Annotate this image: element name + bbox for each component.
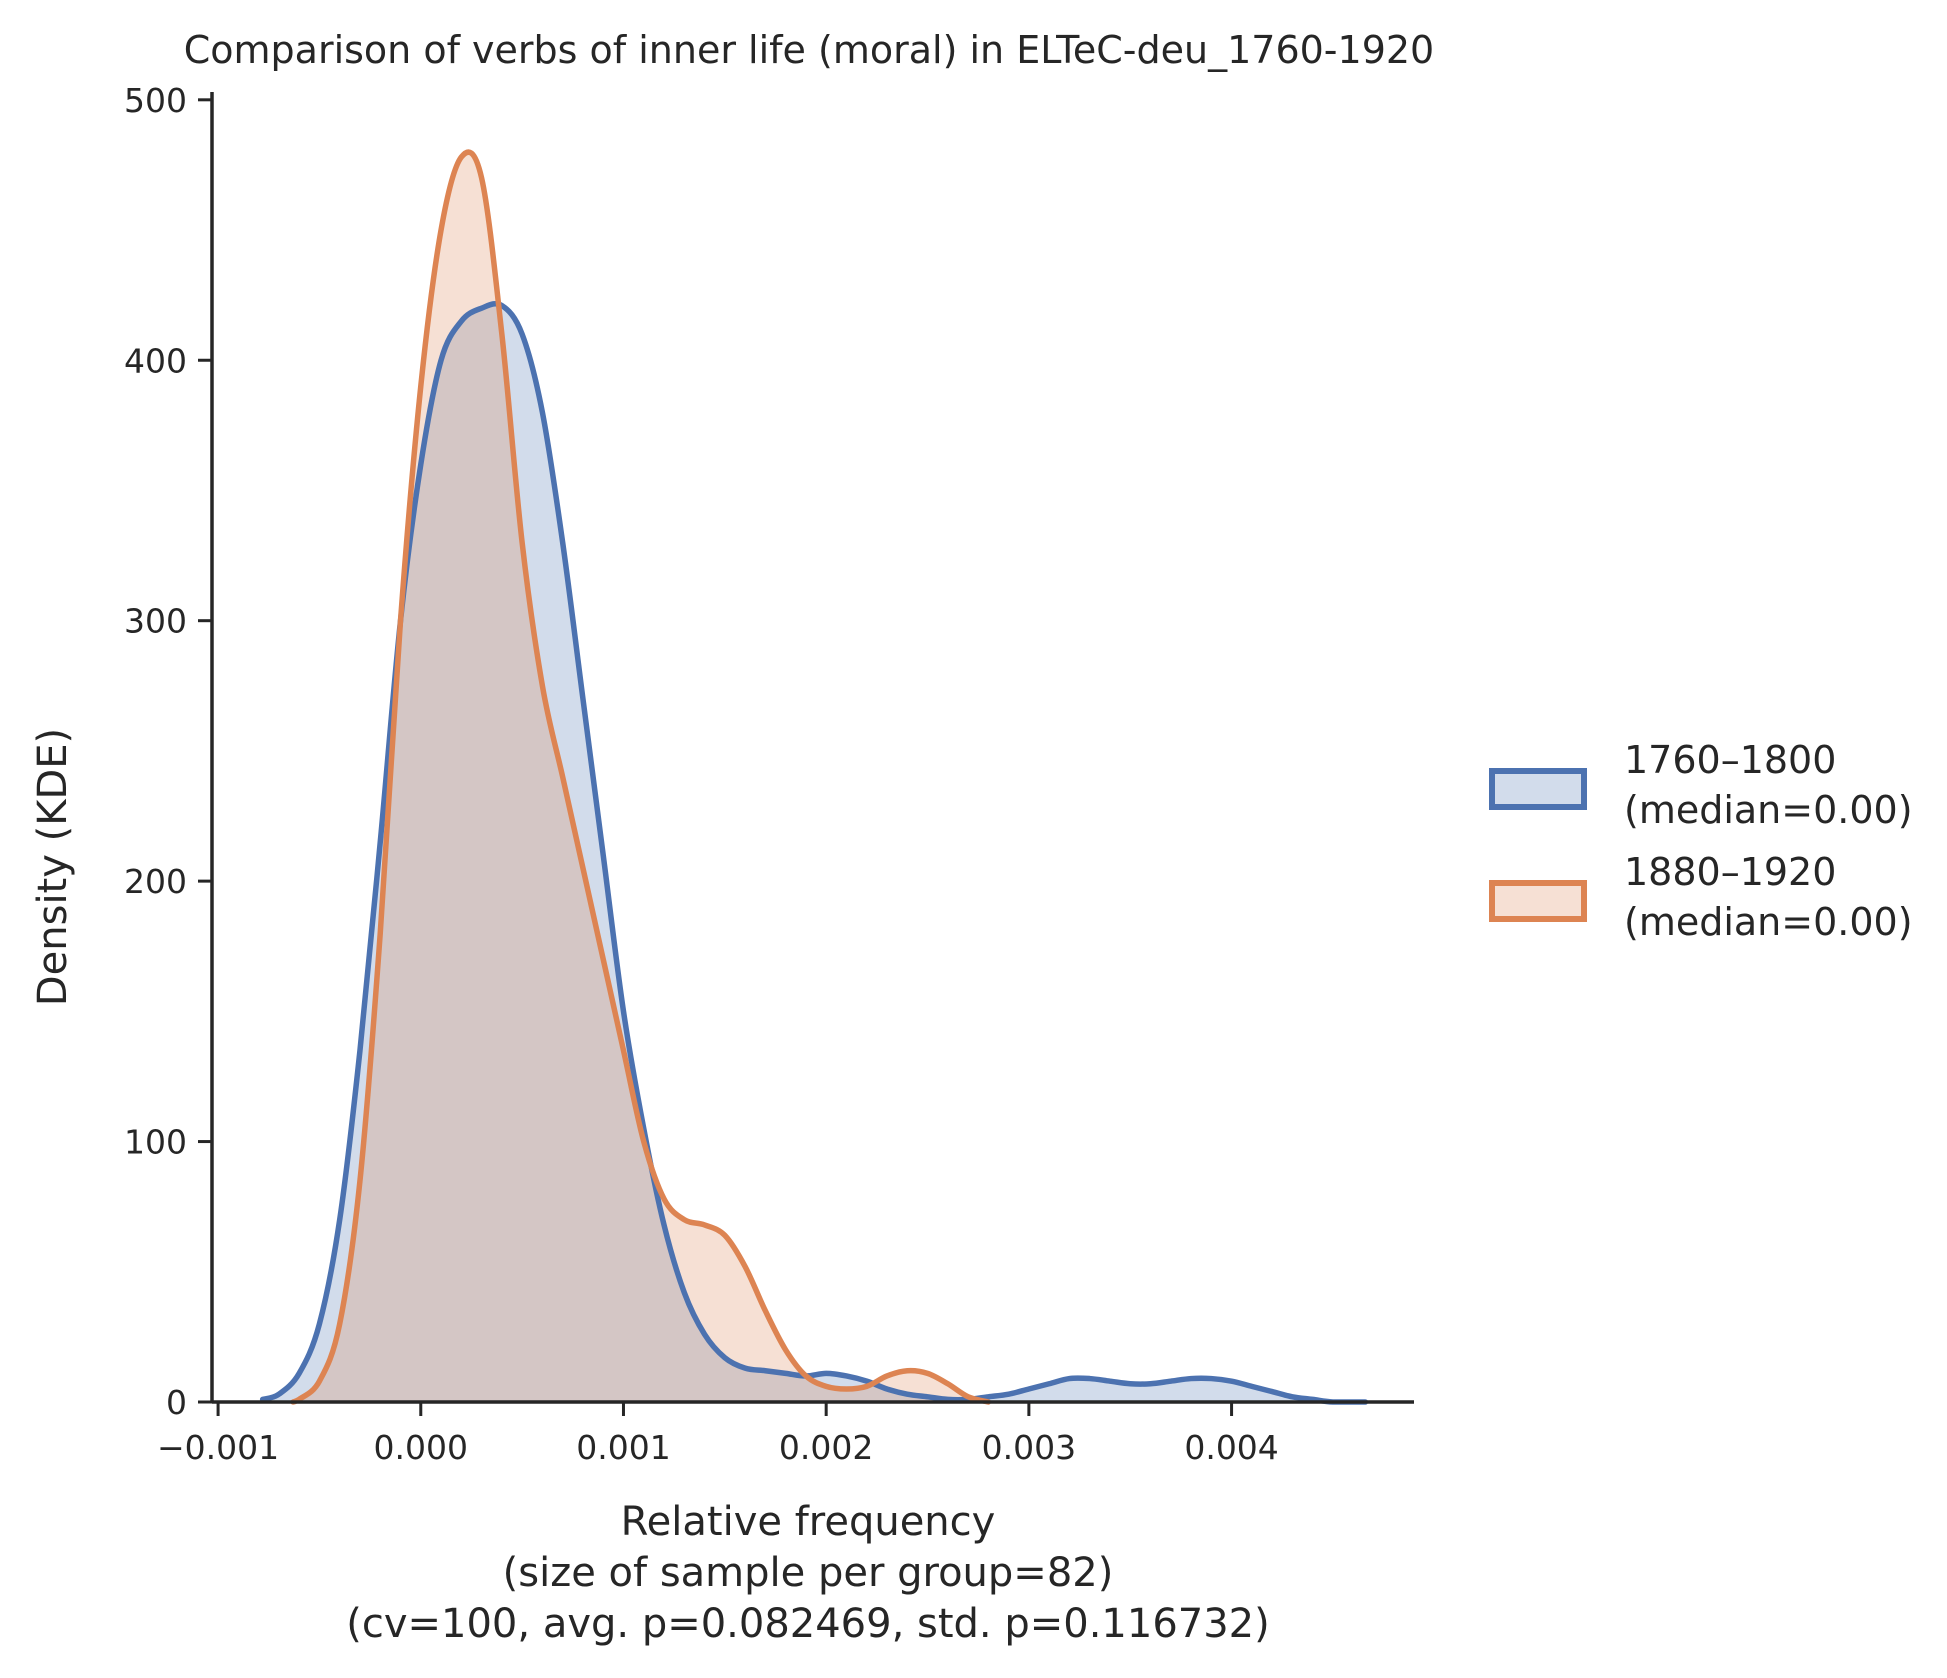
y-axis-label: Density (KDE) [30, 728, 76, 1006]
kde-fill-series-1 [262, 303, 1366, 1403]
x-tick-label: 0.000 [374, 1428, 468, 1467]
x-tick-label: 0.001 [576, 1428, 670, 1467]
x-axis-label-line-1: Relative frequency [621, 1499, 996, 1545]
legend-label-series-1: 1760–1800 [1624, 738, 1836, 782]
legend-label-series-1: (median=0.00) [1624, 788, 1913, 832]
kde-line-series-2 [290, 149, 992, 1405]
x-tick-label: 0.003 [982, 1428, 1076, 1467]
x-tick-label: −0.001 [157, 1428, 279, 1467]
legend-label-series-2: 1880–1920 [1624, 850, 1836, 894]
legend-swatch-series-2 [1489, 880, 1587, 922]
x-tick-label: 0.004 [1184, 1428, 1278, 1467]
kde-fill-series-2 [293, 152, 989, 1402]
chart-title: Comparison of verbs of inner life (moral… [184, 28, 1434, 72]
legend: 1760–1800 (median=0.00) 1880–1920 (median=0… [1489, 738, 1913, 944]
x-axis-label-line-2: (size of sample per group=82) [503, 1550, 1114, 1596]
y-tick-label: 300 [124, 602, 187, 641]
y-tick-label: 0 [166, 1383, 187, 1422]
y-tick-label: 500 [124, 81, 187, 120]
legend-swatch-series-1 [1489, 768, 1587, 810]
x-axis-label-line-3: (cv=100, avg. p=0.082469, std. p=0.11673… [346, 1601, 1269, 1647]
x-tick-label: 0.002 [779, 1428, 873, 1467]
y-tick-label: 100 [124, 1123, 187, 1162]
y-tick-label: 200 [124, 862, 187, 901]
legend-label-series-2: (median=0.00) [1624, 900, 1913, 944]
kde-line-series-1 [259, 301, 1369, 1405]
y-tick-label: 400 [124, 341, 187, 380]
